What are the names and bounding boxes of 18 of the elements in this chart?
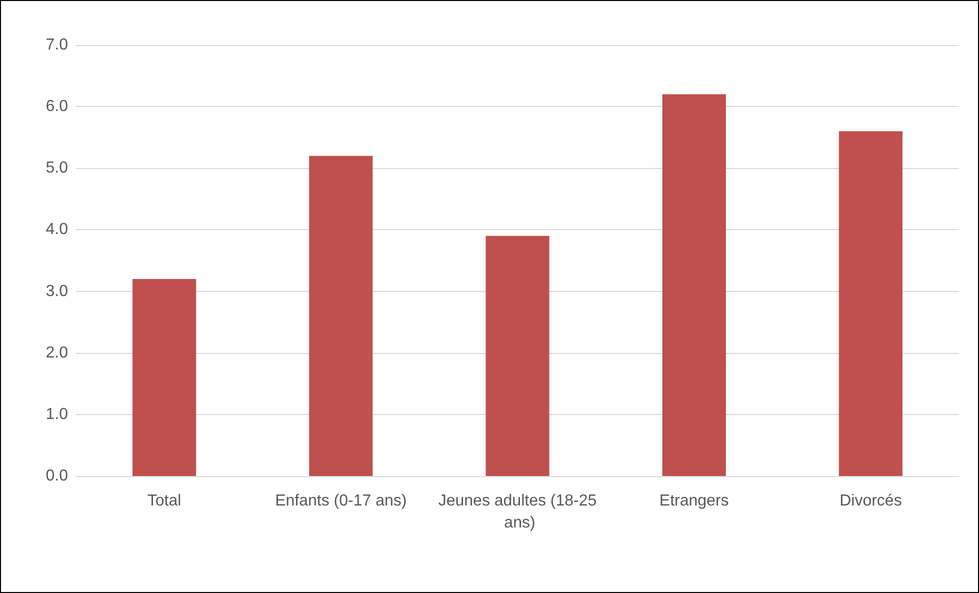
- y-tick-label: 7.0: [46, 36, 68, 54]
- bar: [838, 131, 902, 476]
- y-tick-label: 0.0: [46, 468, 68, 484]
- y-tick-label: 3.0: [46, 282, 68, 300]
- y-tick-label: 5.0: [46, 160, 68, 177]
- x-tick-label: Etrangers: [659, 492, 729, 510]
- y-tick-label: 6.0: [46, 98, 68, 116]
- x-tick-label: Jeunes adultes (18-25 ans): [438, 492, 597, 532]
- y-tick-label: 2.0: [46, 344, 68, 362]
- bar: [132, 278, 196, 476]
- y-tick-label: 4.0: [46, 221, 68, 238]
- y-tick-label: 1.0: [46, 406, 68, 423]
- x-tick-label: Total: [147, 492, 182, 510]
- bar: [662, 94, 726, 476]
- bar: [486, 236, 550, 476]
- x-tick-label: Enfants (0-17 ans): [275, 492, 407, 510]
- x-tick-label: Divorcés: [840, 492, 902, 510]
- bar: [309, 156, 373, 476]
